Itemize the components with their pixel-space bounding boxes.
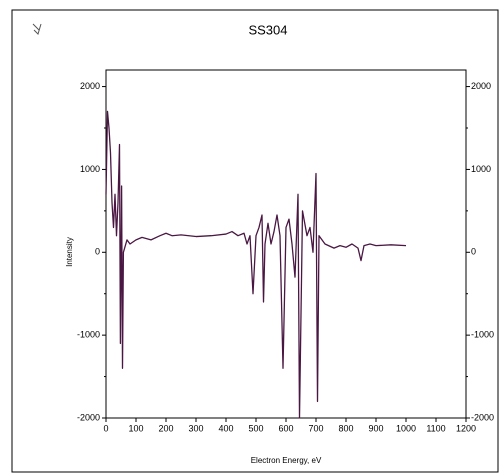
x-tick-label: 1200 <box>456 423 476 433</box>
x-tick-label: 100 <box>128 423 143 433</box>
x-tick-label: 700 <box>308 423 323 433</box>
y2-tick-label: 2000 <box>471 81 491 91</box>
y2-tick-label: 0 <box>471 247 476 257</box>
x-tick-label: 0 <box>103 423 108 433</box>
x-tick-label: 200 <box>158 423 173 433</box>
y-axis-label: Intensity <box>65 237 74 267</box>
y-tick-label: -1000 <box>77 330 100 340</box>
y-tick-label: 2000 <box>80 81 100 91</box>
chart-title: SS304 <box>248 22 287 37</box>
y-tick-label: 1000 <box>80 164 100 174</box>
x-tick-label: 500 <box>248 423 263 433</box>
y2-tick-label: 1000 <box>471 164 491 174</box>
x-tick-label: 800 <box>338 423 353 433</box>
y-tick-label: -2000 <box>77 412 100 422</box>
x-tick-label: 600 <box>278 423 293 433</box>
x-axis-label: Electron Energy, eV <box>251 456 322 465</box>
y-tick-label: 0 <box>95 247 100 257</box>
x-tick-label: 900 <box>368 423 383 433</box>
corner-icon <box>32 23 42 35</box>
y2-tick-label: -2000 <box>471 412 494 422</box>
x-tick-label: 300 <box>188 423 203 433</box>
y2-tick-label: -1000 <box>471 330 494 340</box>
x-tick-label: 400 <box>218 423 233 433</box>
x-tick-label: 1100 <box>426 423 445 433</box>
x-tick-label: 1000 <box>396 423 416 433</box>
spectrum-line <box>105 110 407 419</box>
outer-frame <box>11 9 499 473</box>
